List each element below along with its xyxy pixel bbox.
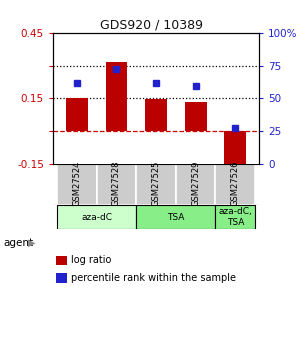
Text: aza-dC,
TSA: aza-dC, TSA	[218, 207, 252, 227]
Bar	[215, 205, 255, 229]
Text: GDS920 / 10389: GDS920 / 10389	[100, 19, 203, 32]
Text: GSM27525: GSM27525	[152, 161, 161, 206]
Bar	[57, 164, 97, 205]
Text: GSM27528: GSM27528	[112, 161, 121, 206]
Text: GSM27526: GSM27526	[231, 161, 240, 206]
Text: GSM27529: GSM27529	[191, 161, 200, 206]
Bar	[185, 101, 207, 131]
Bar	[215, 164, 255, 205]
Bar	[56, 256, 67, 265]
Text: percentile rank within the sample: percentile rank within the sample	[71, 273, 236, 283]
Text: TSA: TSA	[167, 213, 185, 221]
Text: aza-dC: aza-dC	[81, 213, 112, 221]
Bar	[145, 99, 167, 131]
Text: ▶: ▶	[28, 238, 35, 248]
Bar	[66, 98, 88, 131]
Bar	[97, 164, 136, 205]
Bar	[105, 62, 127, 131]
Text: agent: agent	[3, 238, 33, 248]
Bar	[57, 205, 136, 229]
Text: log ratio: log ratio	[71, 256, 112, 265]
Bar	[56, 273, 67, 283]
Bar	[136, 164, 176, 205]
Bar	[225, 131, 246, 166]
Text: GSM27524: GSM27524	[72, 161, 81, 206]
Bar	[136, 205, 215, 229]
Bar	[176, 164, 215, 205]
